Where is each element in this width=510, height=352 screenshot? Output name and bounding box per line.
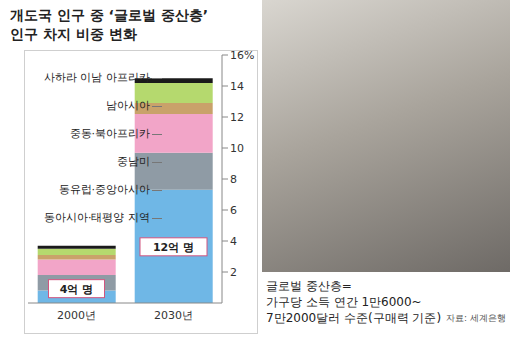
svg-text:2030년: 2030년 (154, 309, 193, 322)
html-text:가구당 소득 연간 1만6000~: 가구당 소득 연간 1만6000~ (266, 295, 422, 309)
svg-text:4억 명: 4억 명 (60, 283, 93, 296)
svg-text:2: 2 (230, 266, 237, 279)
svg-text:16%: 16% (230, 49, 254, 62)
svg-text:12억 명: 12억 명 (153, 241, 194, 254)
html-text:남아시아: 남아시아 (106, 99, 150, 112)
svg-text:6: 6 (230, 204, 237, 217)
svg-text:2000년: 2000년 (57, 309, 96, 322)
svg-text:10: 10 (230, 142, 244, 155)
html-text:개도국 인구 중 ‘글로벌 중산층’ 인구 차지 비중 변화: 개도국 인구 중 ‘글로벌 중산층’ 인구 차지 비중 변화 (10, 7, 209, 42)
html-text:동아시아·태평양 지역: 동아시아·태평양 지역 (44, 211, 150, 224)
svg-text:4: 4 (230, 235, 237, 248)
html-text:사하라 이남 아프리카: 사하라 이남 아프리카 (44, 71, 150, 84)
svg-text:12: 12 (230, 111, 244, 124)
html-text:중동·북아프리카: 중동·북아프리카 (69, 127, 150, 140)
html-text:7만2000달러 수준(구매력 기준) 자료: 세계은행: 7만2000달러 수준(구매력 기준) 자료: 세계은행 (266, 311, 506, 325)
html-text:글로벌 중산층=: 글로벌 중산층= (266, 279, 352, 293)
svg-text:8: 8 (230, 173, 237, 186)
html-text:동유럽·중앙아시아: 동유럽·중앙아시아 (58, 183, 150, 196)
html-text:중남미: 중남미 (117, 155, 150, 168)
svg-text:14: 14 (230, 80, 244, 93)
